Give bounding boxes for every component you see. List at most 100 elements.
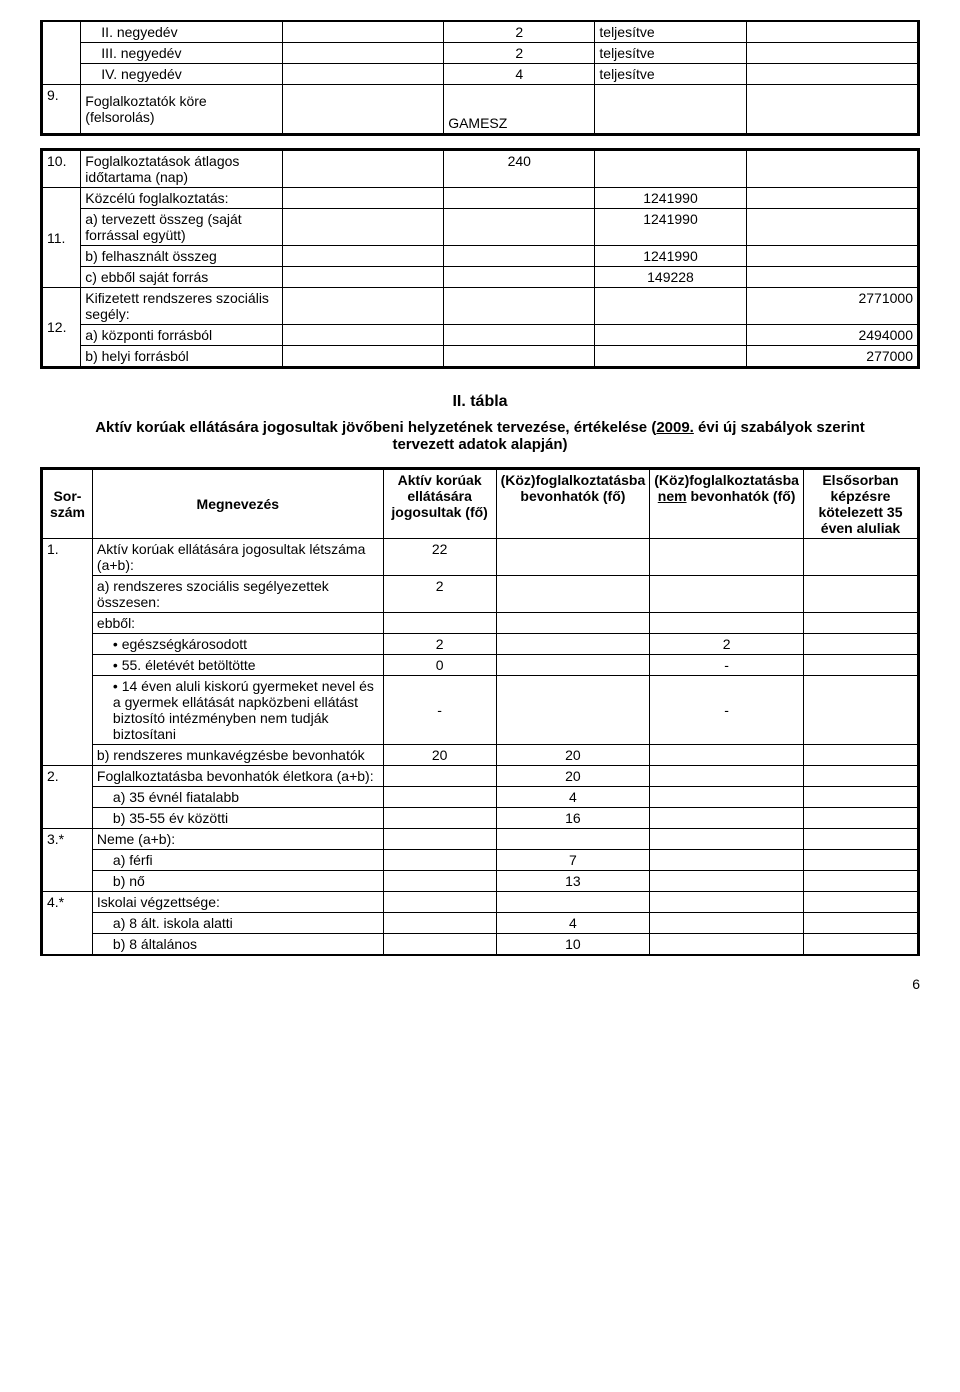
value-cell: 4: [444, 64, 595, 85]
label-cell: IV. negyedév: [81, 64, 283, 85]
col-header: Sor-szám: [43, 470, 93, 539]
table-row: a) 35 évnél fiatalabb 4: [43, 787, 918, 808]
value-cell: 7: [496, 850, 650, 871]
label-cell: b) nő: [92, 871, 383, 892]
rownum-cell: 12.: [43, 288, 81, 367]
table-row: 10. Foglalkoztatások átlagos időtartama …: [43, 151, 918, 188]
label-cell: 55. életévét betöltötte: [92, 655, 383, 676]
value-cell: 149228: [595, 267, 746, 288]
label-cell: Kifizetett rendszeres szociális segély:: [81, 288, 283, 325]
value-cell: 2: [383, 576, 496, 613]
col-header: (Köz)foglalkoztatásba nem bevonhatók (fő…: [650, 470, 804, 539]
value-cell: 20: [496, 766, 650, 787]
table-row: 3.* Neme (a+b):: [43, 829, 918, 850]
label-cell: b) helyi forrásból: [81, 346, 283, 367]
table-row: 9. Foglalkoztatók köre (felsorolás) GAME…: [43, 85, 918, 134]
label-cell: b) rendszeres munkavégzésbe bevonhatók: [92, 745, 383, 766]
rownum-cell: 3.*: [43, 829, 93, 892]
label-cell: III. negyedév: [81, 43, 283, 64]
value-cell: 1241990: [595, 246, 746, 267]
table-row: 14 éven aluli kiskorú gyermeket nevel és…: [43, 676, 918, 745]
label-cell: ebből:: [92, 613, 383, 634]
table-row: b) helyi forrásból 277000: [43, 346, 918, 367]
rownum-cell: 11.: [43, 188, 81, 288]
rownum-cell: [43, 22, 81, 85]
table-header-row: Sor-szám Megnevezés Aktív korúak ellátás…: [43, 470, 918, 539]
table-1: II. negyedév 2 teljesítve III. negyedév …: [42, 22, 918, 134]
label-cell: a) férfi: [92, 850, 383, 871]
table-row: 55. életévét betöltötte 0 -: [43, 655, 918, 676]
table-row: c) ebből saját forrás 149228: [43, 267, 918, 288]
rownum-cell: 2.: [43, 766, 93, 829]
label-cell: b) 35-55 év közötti: [92, 808, 383, 829]
label-cell: b) 8 általános: [92, 934, 383, 955]
value-cell: 277000: [746, 346, 917, 367]
label-cell: a) 8 ált. iskola alatti: [92, 913, 383, 934]
label-cell: egészségkárosodott: [92, 634, 383, 655]
table-row: III. negyedév 2 teljesítve: [43, 43, 918, 64]
section-title: II. tábla: [40, 393, 920, 411]
value-cell: teljesítve: [595, 43, 746, 64]
label-cell: Neme (a+b):: [92, 829, 383, 850]
label-cell: 14 éven aluli kiskorú gyermeket nevel és…: [92, 676, 383, 745]
value-cell: 2494000: [746, 325, 917, 346]
value-cell: 4: [496, 913, 650, 934]
table-row: 2. Foglalkoztatásba bevonhatók életkora …: [43, 766, 918, 787]
label-cell: a) tervezett összeg (saját forrással egy…: [81, 209, 283, 246]
table-row: 11. Közcélú foglalkoztatás: 1241990: [43, 188, 918, 209]
page-number: 6: [40, 976, 920, 992]
table-row: b) nő 13: [43, 871, 918, 892]
table-row: b) 35-55 év közötti 16: [43, 808, 918, 829]
col-header: Megnevezés: [92, 470, 383, 539]
value-cell: -: [383, 676, 496, 745]
rownum-cell: 1.: [43, 539, 93, 766]
label-cell: b) felhasznált összeg: [81, 246, 283, 267]
table-row: ebből:: [43, 613, 918, 634]
label-cell: Foglalkoztatásba bevonhatók életkora (a+…: [92, 766, 383, 787]
value-cell: 2: [444, 22, 595, 43]
table-row: 4.* Iskolai végzettsége:: [43, 892, 918, 913]
value-cell: 20: [496, 745, 650, 766]
col-header: (Köz)foglalkoztatásba bevonhatók (fő): [496, 470, 650, 539]
label-cell: c) ebből saját forrás: [81, 267, 283, 288]
value-cell: 2: [444, 43, 595, 64]
value-cell: teljesítve: [595, 22, 746, 43]
value-cell: 20: [383, 745, 496, 766]
value-cell: 4: [496, 787, 650, 808]
label-cell: Foglalkoztatók köre (felsorolás): [81, 85, 283, 134]
col-header: Aktív korúak ellátására jogosultak (fő): [383, 470, 496, 539]
table-row: a) férfi 7: [43, 850, 918, 871]
col-header: Elsősorban képzésre kötelezett 35 éven a…: [803, 470, 917, 539]
table-row: a) tervezett összeg (saját forrással egy…: [43, 209, 918, 246]
table-1b: 10. Foglalkoztatások átlagos időtartama …: [42, 150, 918, 367]
table-row: b) felhasznált összeg 1241990: [43, 246, 918, 267]
table-row: b) rendszeres munkavégzésbe bevonhatók 2…: [43, 745, 918, 766]
value-cell: GAMESZ: [444, 85, 595, 134]
value-cell: 2: [383, 634, 496, 655]
table-row: IV. negyedév 4 teljesítve: [43, 64, 918, 85]
value-cell: -: [650, 676, 804, 745]
value-cell: teljesítve: [595, 64, 746, 85]
value-cell: 2: [650, 634, 804, 655]
value-cell: 0: [383, 655, 496, 676]
value-cell: 2771000: [746, 288, 917, 325]
value-cell: 10: [496, 934, 650, 955]
value-cell: 16: [496, 808, 650, 829]
table-row: a) 8 ált. iskola alatti 4: [43, 913, 918, 934]
label-cell: Aktív korúak ellátására jogosultak létsz…: [92, 539, 383, 576]
rownum-cell: 9.: [43, 85, 81, 134]
rownum-cell: 4.*: [43, 892, 93, 955]
table-2: Sor-szám Megnevezés Aktív korúak ellátás…: [42, 469, 918, 954]
table-row: egészségkárosodott 2 2: [43, 634, 918, 655]
table-row: a) központi forrásból 2494000: [43, 325, 918, 346]
value-cell: 1241990: [595, 209, 746, 246]
label-cell: a) rendszeres szociális segélyezettek ös…: [92, 576, 383, 613]
rownum-cell: 10.: [43, 151, 81, 188]
label-cell: a) központi forrásból: [81, 325, 283, 346]
table-row: a) rendszeres szociális segélyezettek ös…: [43, 576, 918, 613]
section-subtitle: Aktív korúak ellátására jogosultak jövőb…: [40, 419, 920, 453]
table-row: b) 8 általános 10: [43, 934, 918, 955]
table-row: 1. Aktív korúak ellátására jogosultak lé…: [43, 539, 918, 576]
label-cell: a) 35 évnél fiatalabb: [92, 787, 383, 808]
value-cell: 240: [444, 151, 595, 188]
